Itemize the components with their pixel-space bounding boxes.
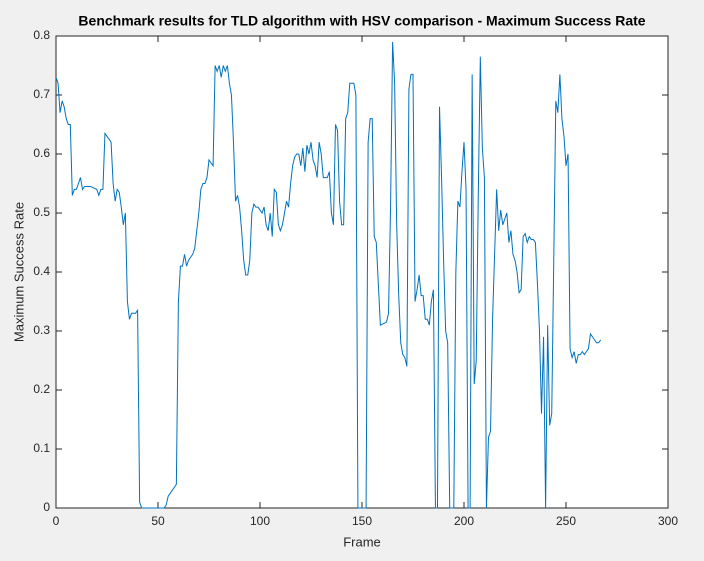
y-tick-label: 0.1 — [33, 441, 50, 455]
x-tick-label: 0 — [53, 514, 60, 528]
y-tick-label: 0.8 — [33, 28, 50, 42]
x-tick-label: 150 — [352, 514, 372, 528]
y-tick-label: 0 — [43, 500, 50, 514]
y-tick-label: 0.3 — [33, 323, 50, 337]
y-tick-label: 0.4 — [33, 264, 50, 278]
y-tick-label: 0.7 — [33, 87, 50, 101]
y-tick-label: 0.6 — [33, 146, 50, 160]
data-line — [55, 41, 602, 509]
x-tick-label: 250 — [556, 514, 576, 528]
chart-title: Benchmark results for TLD algorithm with… — [78, 13, 645, 29]
x-tick-label: 50 — [151, 514, 165, 528]
x-tick-label: 200 — [454, 514, 474, 528]
y-tick-label: 0.2 — [33, 382, 50, 396]
x-tick-label: 100 — [250, 514, 270, 528]
x-tick-label: 300 — [658, 514, 678, 528]
x-axis-label: Frame — [343, 534, 381, 549]
y-tick-label: 0.5 — [33, 205, 50, 219]
plot-area — [56, 36, 668, 508]
y-axis-label: Maximum Success Rate — [11, 202, 26, 342]
